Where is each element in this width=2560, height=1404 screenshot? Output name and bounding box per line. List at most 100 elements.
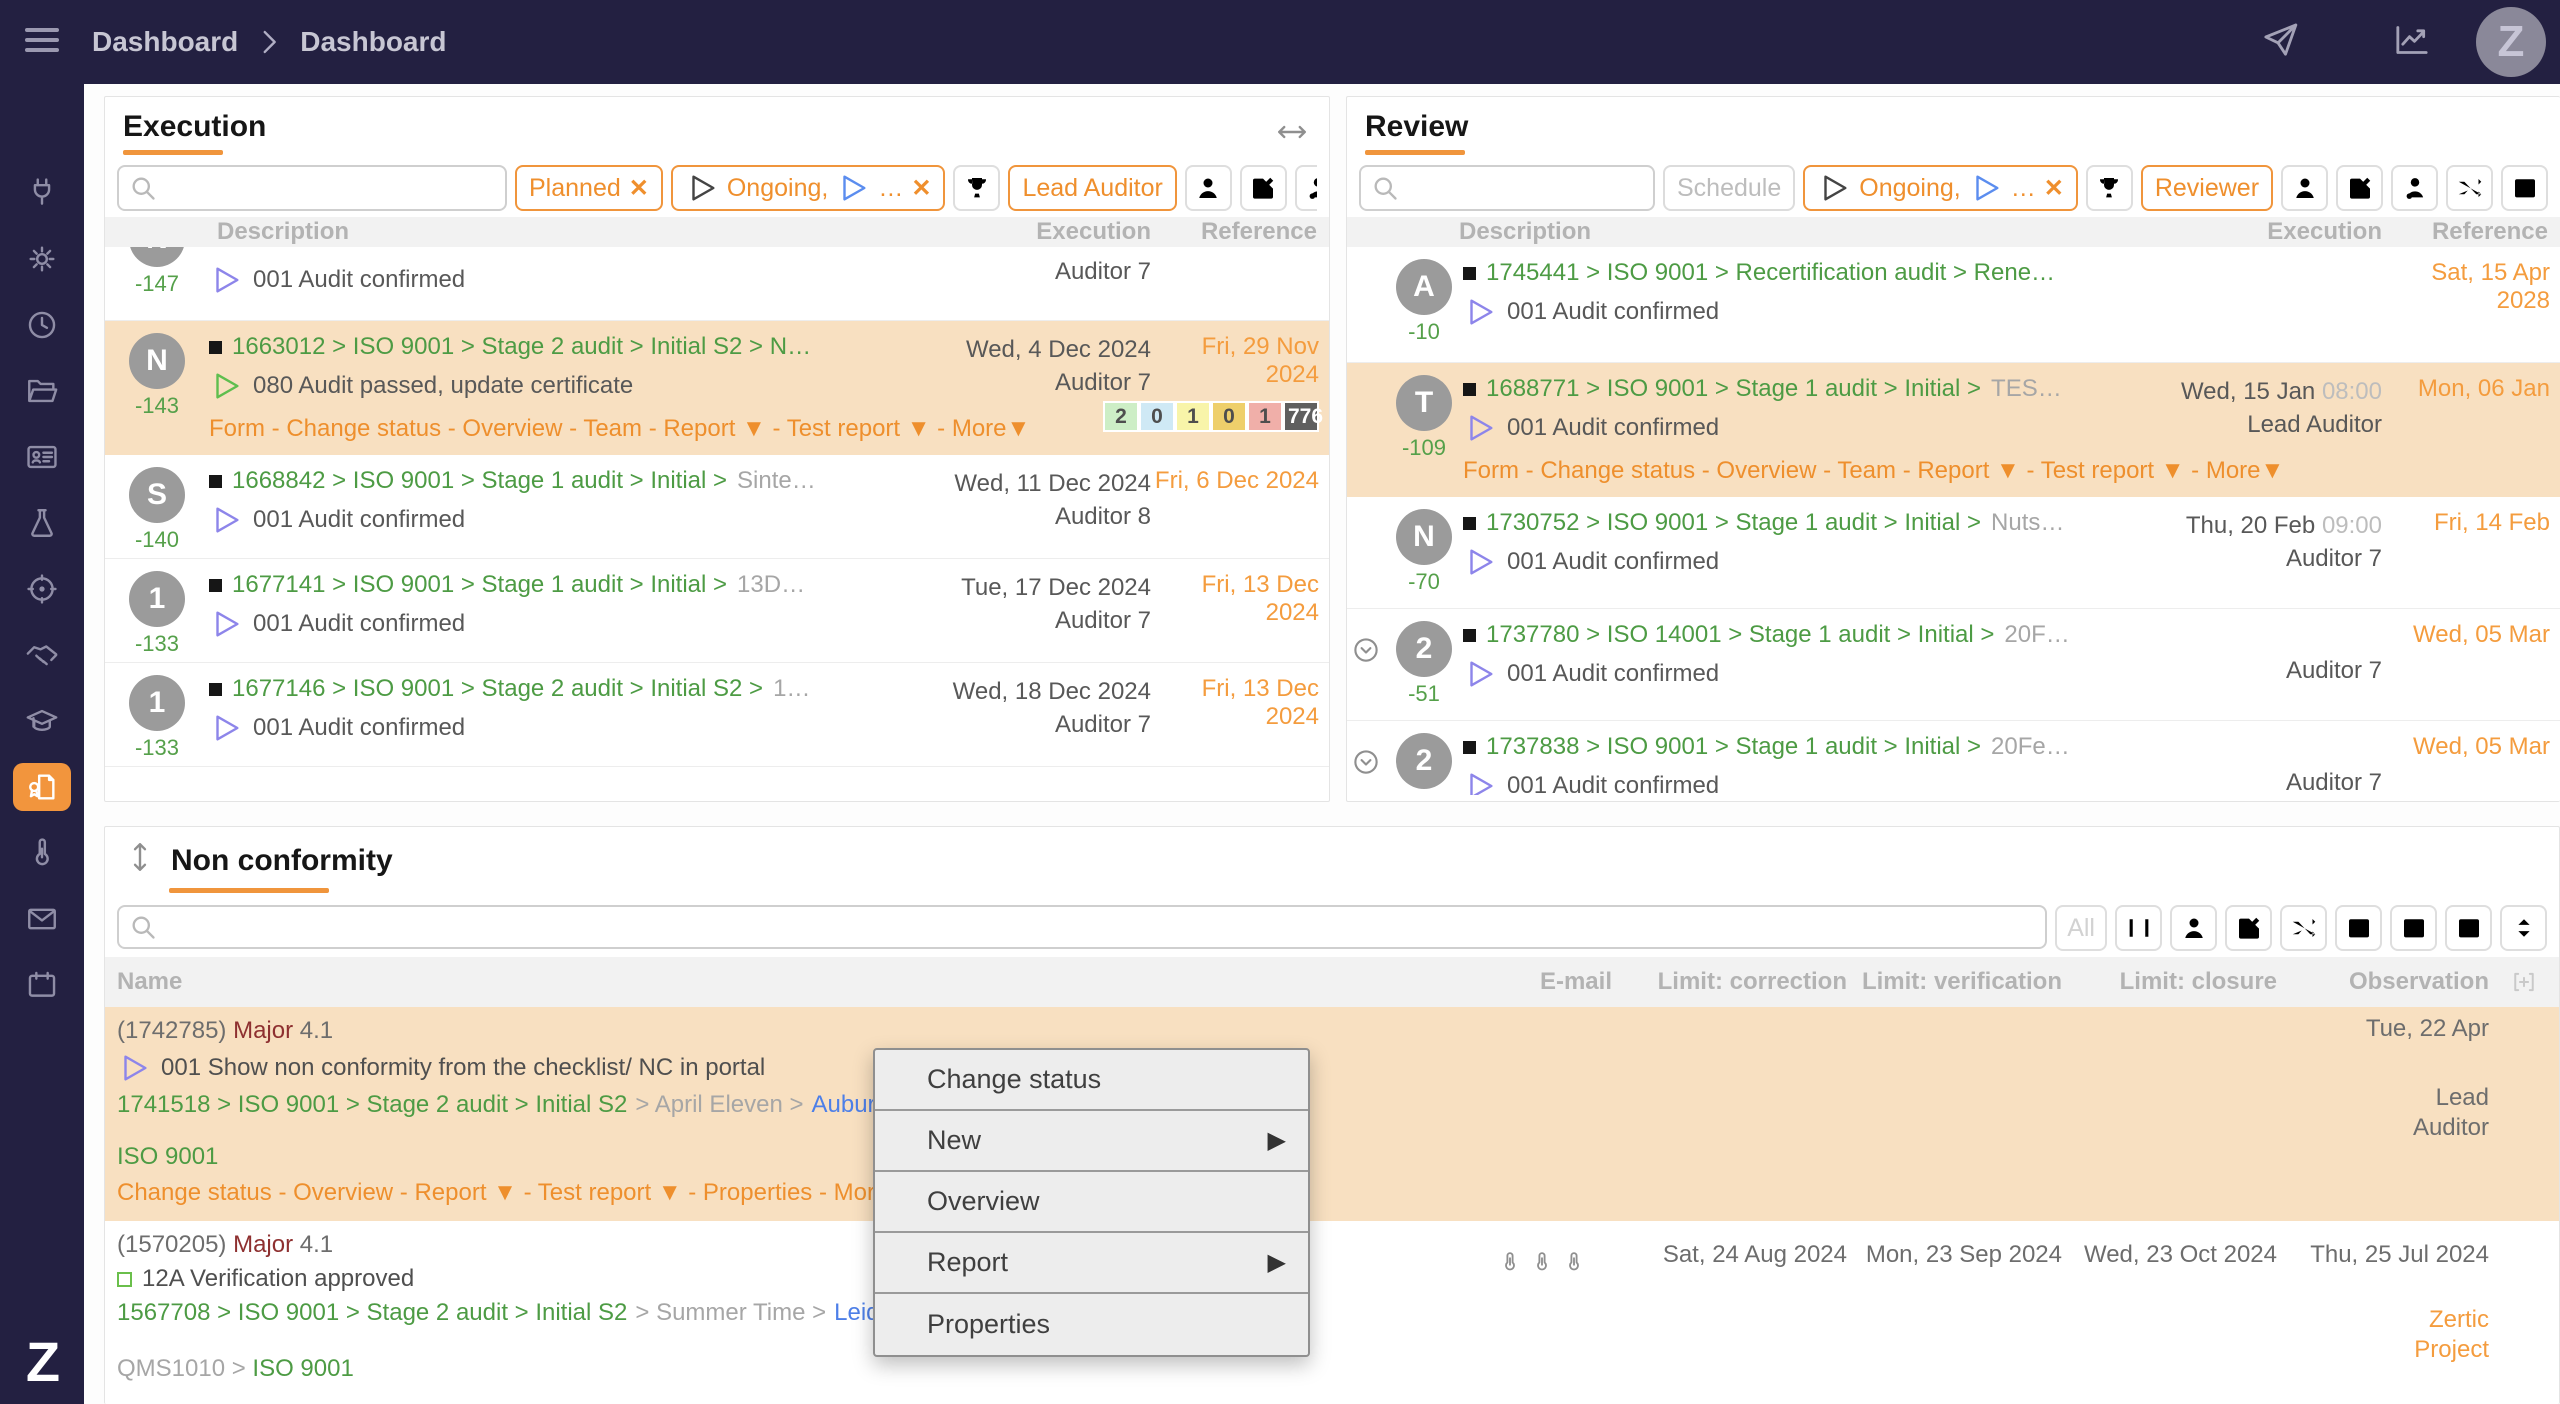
badge-amber[interactable]: 0 — [1211, 401, 1247, 432]
send-icon[interactable] — [2260, 20, 2300, 65]
column-observation[interactable]: Observation — [2348, 968, 2489, 995]
edit-button[interactable] — [2225, 905, 2272, 951]
pending-status-icon[interactable] — [1351, 747, 1381, 777]
column-reference[interactable]: Reference — [1200, 218, 1317, 245]
insert-column-button[interactable] — [2115, 905, 2162, 951]
insert-column-icon[interactable] — [2489, 968, 2559, 996]
row-action-links[interactable]: Form - Change status - Overview - Team -… — [209, 415, 1031, 442]
search-box[interactable] — [117, 905, 2048, 949]
menu-item-new[interactable]: New ▶ — [875, 1111, 1308, 1172]
column-description[interactable]: Description — [217, 218, 350, 245]
table-row[interactable]: 2 -51 1737780 > ISO 14001 > Stage 1 audit… — [1347, 609, 2560, 721]
sidebar-item-calendar[interactable] — [25, 968, 59, 1002]
sidebar-item-contacts[interactable] — [25, 440, 59, 474]
filter-chip-schedule[interactable]: Schedule — [1663, 165, 1796, 211]
sidebar-item-training[interactable] — [25, 704, 59, 738]
assign-person-button[interactable] — [2170, 905, 2217, 951]
table-row-highlighted[interactable]: N -143 1663012 > ISO 9001 > Stage 2 audit… — [105, 321, 1329, 455]
edit-button[interactable] — [2336, 165, 2384, 211]
table-row[interactable]: N -147 001 Audit confirmed Auditor 7 — [105, 247, 1329, 321]
column-limit-correction[interactable]: Limit: correction — [1657, 968, 1847, 995]
filter-chip-ongoing[interactable]: Ongoing,… ✕ — [670, 165, 946, 211]
badge-blue[interactable]: 0 — [1139, 401, 1175, 432]
search-box[interactable] — [117, 165, 507, 211]
close-icon[interactable]: ✕ — [2043, 174, 2064, 202]
table-row[interactable]: 2 -51 1737838 > ISO 9001 > Stage 1 audit … — [1347, 721, 2560, 795]
pending-status-icon[interactable] — [1351, 635, 1381, 665]
badge-yellow[interactable]: 1 — [1175, 401, 1211, 432]
trophy-filter-button[interactable] — [2085, 165, 2133, 211]
menu-item-report[interactable]: Report ▶ — [875, 1233, 1308, 1294]
limit-correction-button[interactable] — [2335, 905, 2382, 951]
sidebar-item-settings[interactable] — [25, 242, 59, 276]
column-limit-closure[interactable]: Limit: closure — [2119, 968, 2277, 995]
limit-closure-button[interactable] — [2445, 905, 2492, 951]
table-row-highlighted[interactable]: T -109 1688771 > ISO 9001 > Stage 1 audit… — [1347, 363, 2560, 497]
column-name[interactable]: Name — [117, 968, 183, 995]
column-execution[interactable]: Execution — [2267, 218, 2382, 245]
search-input[interactable] — [1399, 174, 1653, 202]
menu-item-properties[interactable]: Properties — [927, 1309, 1051, 1339]
table-row[interactable]: A -10 1745441 > ISO 9001 > Recertificatio… — [1347, 247, 2560, 363]
column-description[interactable]: Description — [1459, 218, 1592, 245]
sidebar-item-lab[interactable] — [25, 506, 59, 540]
sort-button[interactable] — [2500, 905, 2547, 951]
table-row[interactable]: S -140 1668842 > ISO 9001 > Stage 1 audit… — [105, 455, 1329, 559]
filter-chip-lead-auditor[interactable]: Lead Auditor — [1008, 165, 1177, 211]
audit-chain-link[interactable]: 1737780 > ISO 14001 > Stage 1 audit > In… — [1486, 621, 1995, 648]
filter-chip-planned[interactable]: Planned ✕ — [515, 165, 663, 211]
search-box[interactable] — [1359, 165, 1655, 211]
filter-chip-reviewer[interactable]: Reviewer — [2140, 165, 2274, 211]
close-icon[interactable]: ✕ — [911, 174, 932, 202]
attachments[interactable] — [1472, 1221, 1612, 1404]
menu-item-change-status[interactable]: Change status — [875, 1050, 1308, 1111]
user-role-button[interactable] — [1294, 165, 1317, 211]
audit-chain-link[interactable]: 1730752 > ISO 9001 > Stage 1 audit > Ini… — [1486, 509, 1982, 536]
column-execution[interactable]: Execution — [1036, 218, 1151, 245]
all-filter-button[interactable]: All — [2055, 905, 2107, 951]
analytics-icon[interactable] — [2392, 20, 2432, 65]
sidebar-item-history[interactable] — [25, 308, 59, 342]
user-role-button[interactable] — [2391, 165, 2439, 211]
assign-person-button[interactable] — [1184, 165, 1232, 211]
audit-chain-link[interactable]: 1677146 > ISO 9001 > Stage 2 audit > Ini… — [232, 675, 764, 702]
column-email[interactable]: E-mail — [1539, 968, 1612, 995]
table-row[interactable]: 1 -133 1677141 > ISO 9001 > Stage 1 audit… — [105, 559, 1329, 663]
breadcrumb-item[interactable]: Dashboard — [300, 26, 447, 57]
menu-item-overview[interactable]: Overview — [875, 1172, 1308, 1233]
shuffle-button[interactable] — [2446, 165, 2494, 211]
resize-horizontal-icon[interactable] — [1275, 115, 1309, 154]
sidebar-item-monitoring[interactable] — [25, 836, 59, 870]
table-row[interactable]: N -70 1730752 > ISO 9001 > Stage 1 audit … — [1347, 497, 2560, 609]
audit-chain-link[interactable]: 1741518 > ISO 9001 > Stage 2 audit > Ini… — [117, 1091, 628, 1118]
badge-green[interactable]: 2 — [1103, 401, 1139, 432]
audit-chain-link[interactable]: 1688771 > ISO 9001 > Stage 1 audit > Ini… — [1486, 375, 1982, 402]
row-action-links[interactable]: Change status - Overview - Report ▼ - Te… — [117, 1179, 913, 1206]
schedule-edit-button[interactable] — [2501, 165, 2548, 211]
limit-verification-button[interactable] — [2390, 905, 2437, 951]
audit-chain-link[interactable]: 1668842 > ISO 9001 > Stage 1 audit > Ini… — [232, 467, 728, 494]
sidebar-item-files[interactable] — [25, 374, 59, 408]
audit-chain-link[interactable]: 1745441 > ISO 9001 > Recertification aud… — [1486, 259, 2056, 286]
sidebar-item-mail[interactable] — [25, 902, 59, 936]
nc-standard[interactable]: ISO 9001 — [117, 1143, 219, 1170]
column-limit-verification[interactable]: Limit: verification — [1861, 968, 2062, 995]
badge-red[interactable]: 1 — [1247, 401, 1283, 432]
sidebar-item-partners[interactable] — [25, 638, 59, 672]
shuffle-button[interactable] — [2280, 905, 2327, 951]
filter-chip-ongoing[interactable]: Ongoing,… ✕ — [1803, 165, 2078, 211]
nonconformity-row[interactable]: (1570205) Major 4.1 12A Verification app… — [105, 1221, 2559, 1404]
assign-person-button[interactable] — [2281, 165, 2329, 211]
nc-standard[interactable]: ISO 9001 — [252, 1355, 354, 1382]
sidebar-item-certification-active[interactable] — [13, 763, 71, 811]
nonconformity-row-highlighted[interactable]: (1742785) Major 4.1 001 Show non conform… — [105, 1007, 2559, 1221]
table-row[interactable]: 1 -133 1677146 > ISO 9001 > Stage 2 audit… — [105, 663, 1329, 767]
audit-chain-link[interactable]: 1567708 > ISO 9001 > Stage 2 audit > Ini… — [117, 1299, 628, 1326]
close-icon[interactable]: ✕ — [628, 174, 649, 202]
column-reference[interactable]: Reference — [2431, 218, 2548, 245]
trophy-filter-button[interactable] — [953, 165, 1001, 211]
sidebar-item-targets[interactable] — [25, 572, 59, 606]
menu-icon[interactable] — [22, 20, 62, 65]
breadcrumb-item[interactable]: Dashboard — [92, 26, 239, 57]
project-link[interactable]: Zertic Project — [2414, 1306, 2489, 1363]
